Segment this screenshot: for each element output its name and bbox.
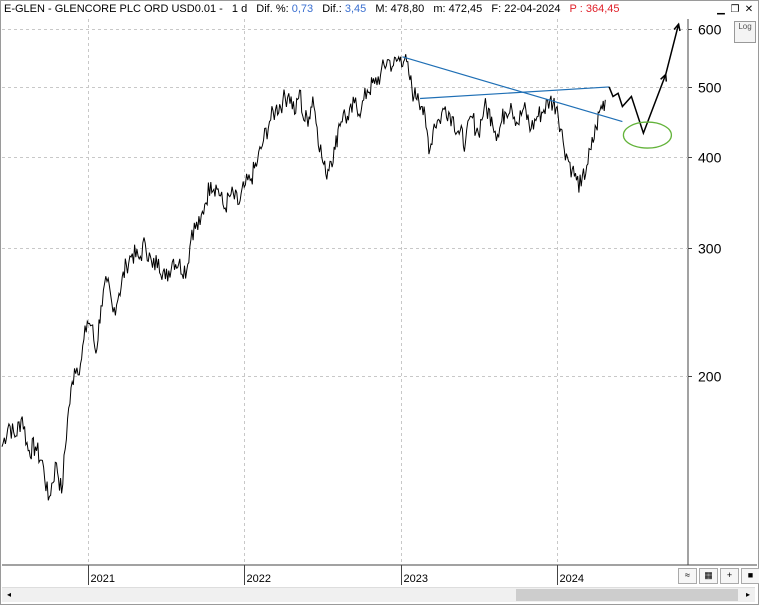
descending-trendline <box>402 56 623 123</box>
y-tick-label: 300 <box>698 241 722 257</box>
restore-button[interactable]: ❐ <box>730 4 740 15</box>
x-tick-label: 2022 <box>247 573 271 585</box>
pct-value: 0,73 <box>291 3 314 15</box>
log-scale-button[interactable]: Log <box>734 21 756 43</box>
projection-path <box>608 23 680 136</box>
period: 1 d <box>231 3 248 15</box>
x-tick-label: 2023 <box>404 573 428 585</box>
x-tick-label: 2024 <box>560 573 584 585</box>
window-controls: ▁ ❐ ✕ <box>715 4 755 16</box>
pct-label: Dif. %: <box>256 3 289 15</box>
wave-tool-button[interactable]: ≈ <box>678 568 697 584</box>
crosshair-button[interactable]: + <box>720 568 739 584</box>
y-tick-label: 600 <box>698 22 722 38</box>
price-value: 364,45 <box>585 3 620 15</box>
minimize-button[interactable]: ▁ <box>717 4 725 15</box>
x-tick-label: 2021 <box>91 573 115 585</box>
y-tick-label: 500 <box>698 80 722 96</box>
close-button[interactable]: ✕ <box>744 4 754 15</box>
projection-arrowhead-down <box>660 72 668 82</box>
max-value: 478,80 <box>390 3 425 15</box>
min-value: 472,45 <box>448 3 483 15</box>
date-value: 22-04-2024 <box>504 3 561 15</box>
projection-arrowhead-up <box>673 22 681 32</box>
dif-label: Dif.: <box>322 3 342 15</box>
color-button[interactable]: ■ <box>741 568 759 584</box>
price-label: P : <box>569 3 583 15</box>
chart-toolbar: ≈ ▦ + ■ <box>678 568 759 584</box>
save-button[interactable]: ▦ <box>699 568 718 584</box>
date-label: F: <box>491 3 502 15</box>
scroll-thumb[interactable] <box>516 589 738 601</box>
scroll-left-arrow-icon[interactable]: ◂ <box>6 590 11 599</box>
min-label: m: <box>433 3 446 15</box>
max-label: M: <box>375 3 388 15</box>
quote-header: E-GLEN - GLENCORE PLC ORD USD0.01 - 1 d … <box>4 3 620 17</box>
ticker-name: E-GLEN - GLENCORE PLC ORD USD0.01 - <box>4 3 223 15</box>
ascending-trendline <box>419 86 610 100</box>
price-series-line <box>1 54 606 501</box>
horizontal-scrollbar[interactable]: ◂ ▸ <box>2 587 755 602</box>
y-tick-label: 400 <box>698 150 722 166</box>
target-ellipse <box>622 121 673 149</box>
y-tick-label: 200 <box>698 369 722 385</box>
scroll-right-arrow-icon[interactable]: ▸ <box>745 590 750 599</box>
dif-value: 3,45 <box>344 3 367 15</box>
